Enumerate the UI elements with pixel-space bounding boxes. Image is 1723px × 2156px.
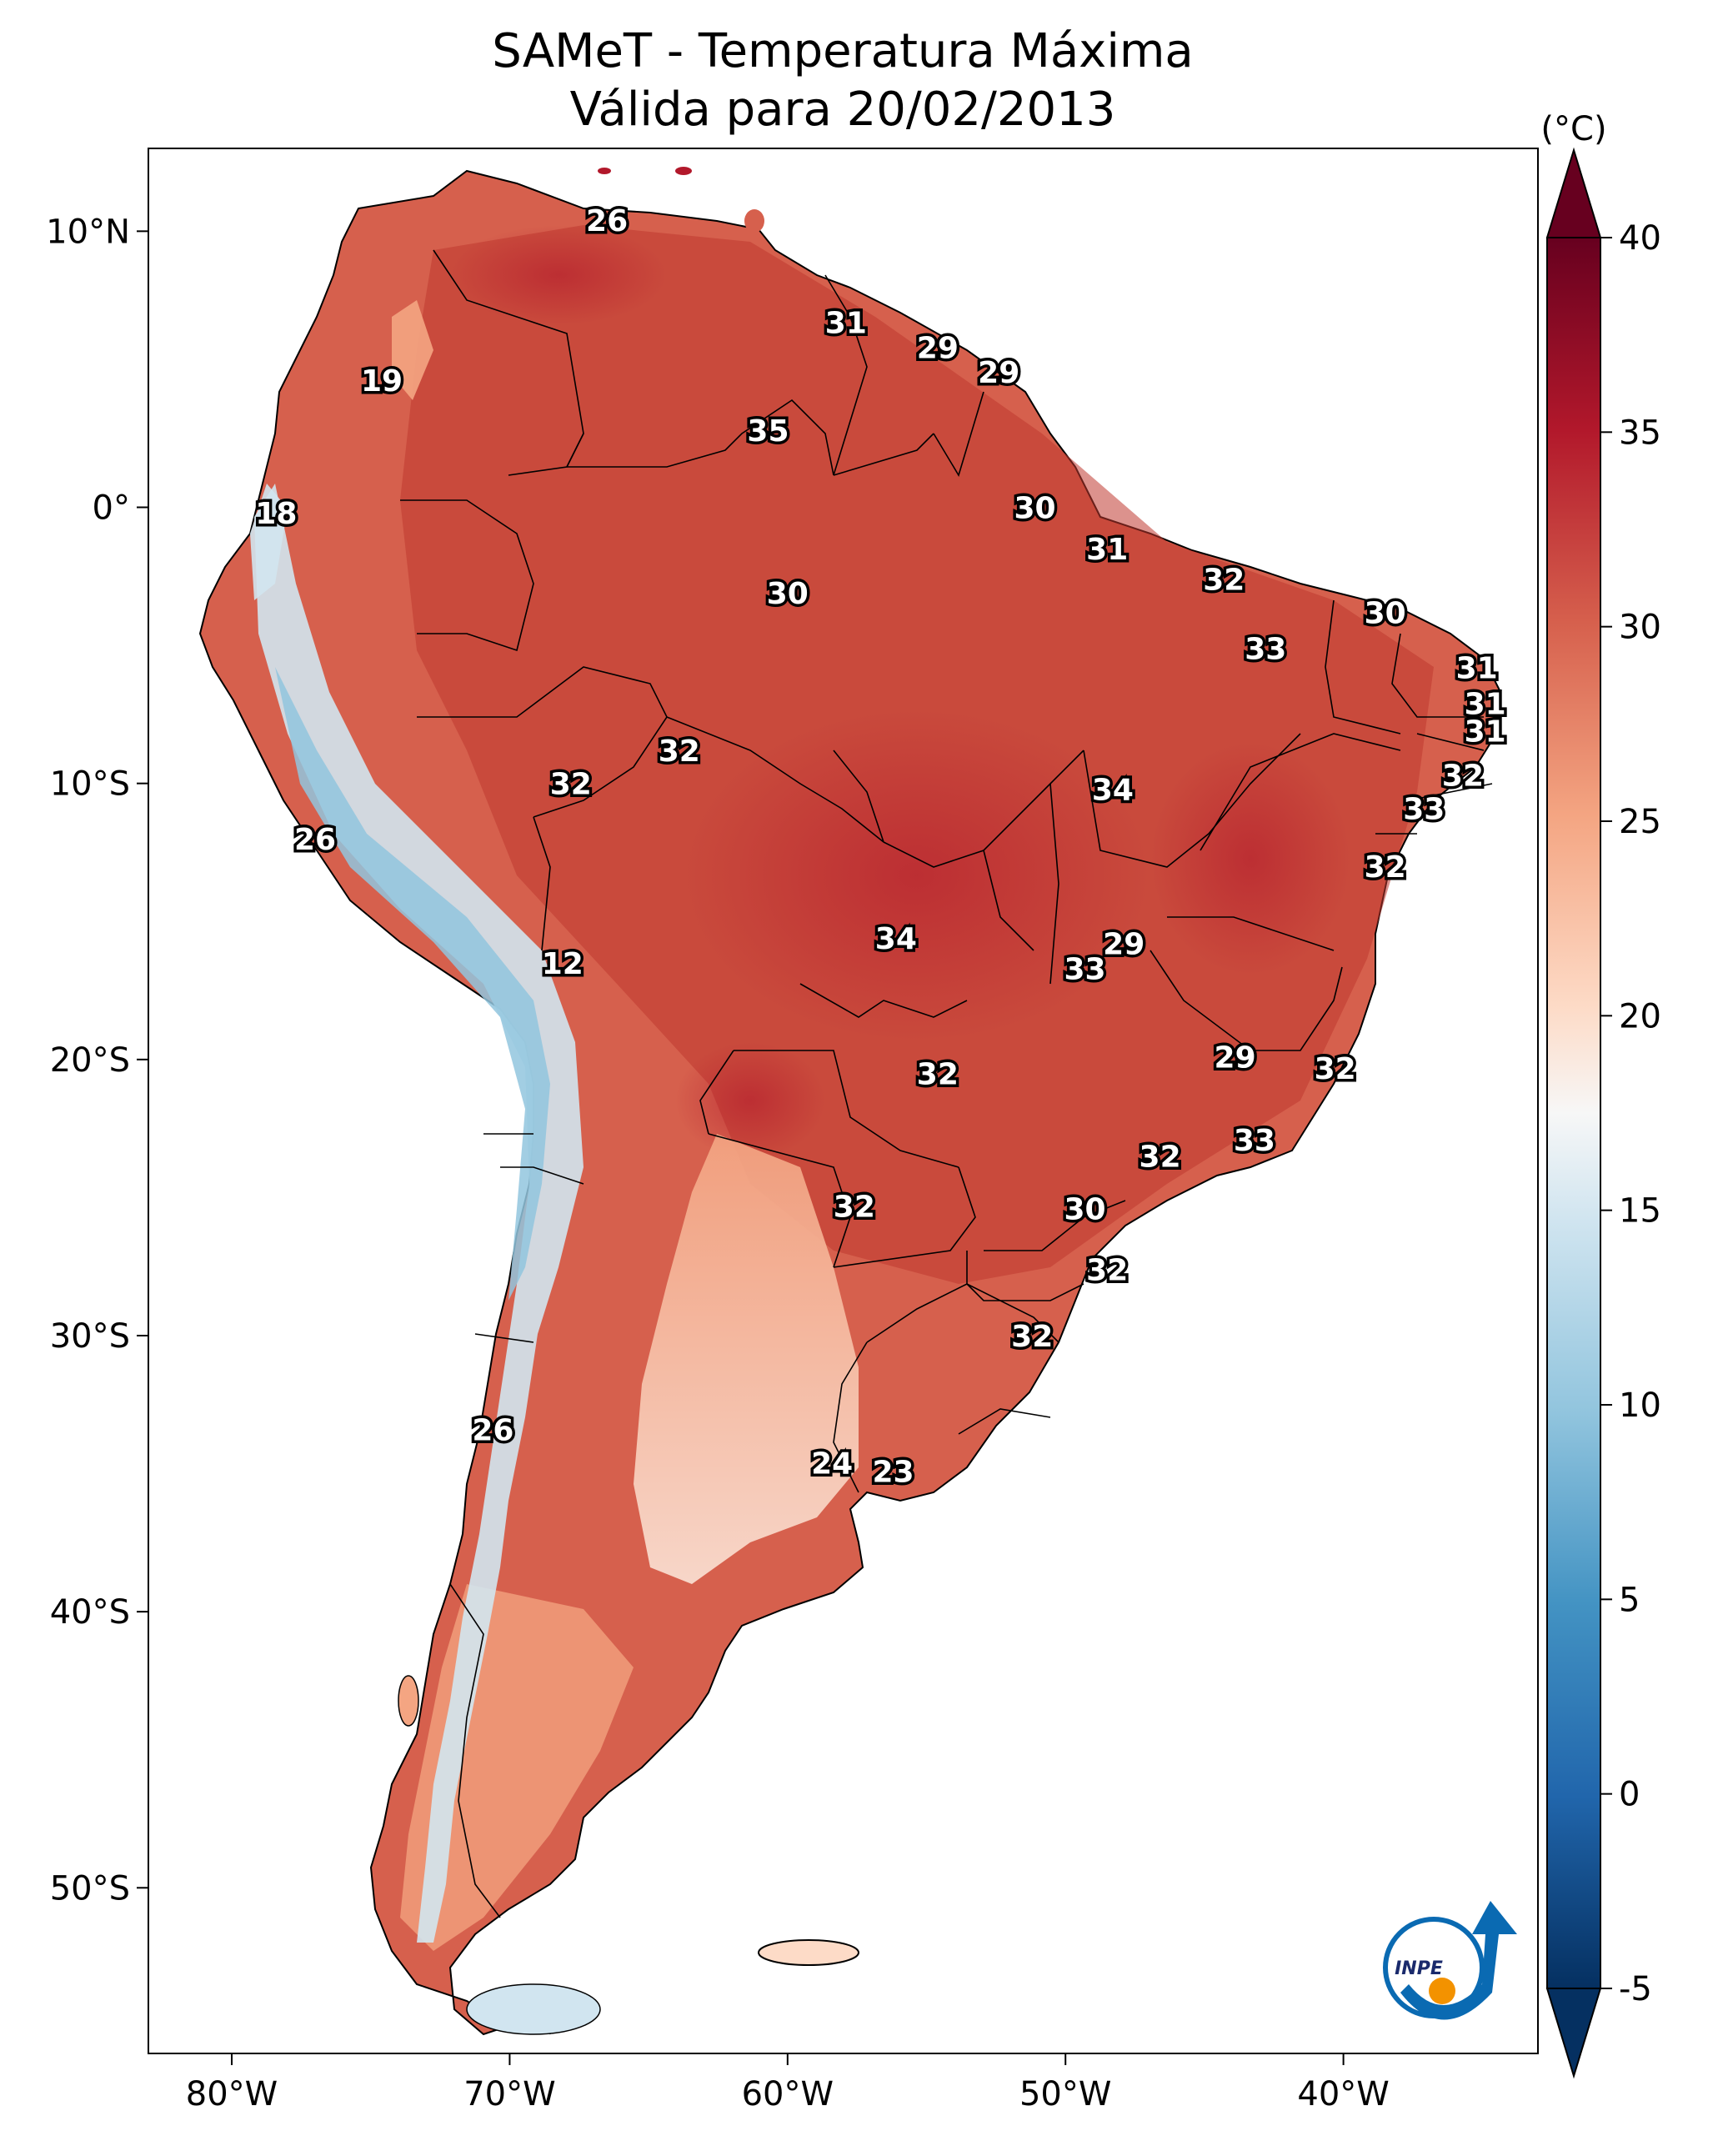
tierra-del-fuego (466, 1983, 601, 2035)
station-value-label: 35 (747, 414, 789, 449)
inpe-logo-arrow-icon (1400, 1901, 1517, 2020)
station-value-label: 23 (872, 1455, 914, 1489)
andes-north-cool (250, 484, 288, 600)
colombia-highlands (392, 300, 433, 400)
y-tick-label: 50°S (50, 1869, 130, 1908)
trinidad-island (744, 209, 764, 233)
station-value-label: 32 (1203, 564, 1245, 598)
y-tick-label: 20°S (50, 1041, 130, 1080)
x-tick-label: 80°W (186, 2075, 278, 2113)
station-value-label: 33 (1234, 1124, 1275, 1158)
station-value-label: 33 (1064, 953, 1106, 987)
x-tick-label: 60°W (742, 2075, 834, 2113)
station-value-label: 34 (1092, 773, 1134, 807)
station-value-label: 31 (825, 307, 867, 341)
colorbar-extend-max (1545, 147, 1602, 238)
station-value-label: 33 (1245, 632, 1286, 666)
station-value-label: 31 (1465, 715, 1506, 750)
station-value-label: 32 (1442, 760, 1484, 794)
x-axis: 80°W 70°W 60°W 50°W 40°W (186, 2053, 1390, 2113)
station-value-label: 24 (811, 1447, 853, 1481)
colorbar-tick-label: 15 (1619, 1192, 1661, 1231)
colorbar-tick-label: 10 (1619, 1386, 1661, 1425)
inpe-logo: INPE (1383, 1901, 1517, 2020)
station-value-label: 32 (659, 735, 700, 769)
x-tick-label: 40°W (1297, 2075, 1389, 2113)
inpe-logo-sun-icon (1429, 1978, 1455, 2004)
station-value-label: 34 (875, 922, 917, 956)
y-tick-label: 40°S (50, 1593, 130, 1632)
falkland-islands (758, 1939, 859, 1966)
y-tick-label: 0° (93, 489, 130, 528)
station-value-label: 32 (1011, 1320, 1053, 1354)
station-value-label: 26 (294, 823, 336, 857)
colorbar-tick-label: 35 (1619, 414, 1661, 452)
colorbar-tick-label: 0 (1619, 1776, 1640, 1814)
station-value-label: 30 (767, 577, 809, 611)
y-tick-label: 10°N (46, 213, 130, 251)
y-axis: 10°N 0° 10°S 20°S 30°S 40°S 50°S (46, 213, 148, 1908)
station-value-label: 26 (472, 1414, 513, 1448)
colorbar-tick-label: 30 (1619, 609, 1661, 647)
andes-cold-band (254, 484, 584, 1943)
station-value-label: 32 (917, 1057, 959, 1091)
y-tick-label: 30°S (50, 1317, 130, 1356)
station-value-label: 18 (255, 497, 297, 531)
station-value-label: 32 (1365, 850, 1406, 885)
country-borders (400, 249, 1493, 2035)
chart-title-line1: SAMeT - Temperatura Máxima (492, 24, 1194, 78)
colorbar-tick-label: 5 (1619, 1581, 1640, 1619)
station-value-label: 29 (1215, 1041, 1256, 1075)
station-value-label: 12 (542, 947, 584, 981)
map-frame (148, 148, 1539, 2054)
station-value-label: 30 (1064, 1193, 1106, 1227)
station-value-label: 31 (1465, 688, 1506, 722)
colorbar-bar (1546, 237, 1601, 1989)
station-value-label: 29 (917, 331, 959, 365)
station-value-label: 32 (834, 1190, 875, 1224)
station-value-label: 19 (361, 364, 403, 399)
station-value-label: 33 (1403, 792, 1445, 826)
station-value-label: 29 (978, 356, 1019, 390)
colorbar-unit: (°C) (1540, 110, 1606, 148)
station-value-label: 32 (1139, 1141, 1181, 1175)
andes-coldest-core (275, 667, 550, 1301)
station-value-label: 30 (1014, 492, 1055, 526)
colorbar-extend-min (1545, 1988, 1602, 2079)
inpe-logo-text: INPE (1395, 1958, 1443, 1979)
station-value-label: 30 (1365, 596, 1406, 630)
y-tick-label: 10°S (50, 765, 130, 804)
colorbar-tick-label: 40 (1619, 219, 1661, 258)
colorbar: (°C) 40 35 30 25 20 15 10 5 0 -5 (1540, 110, 1661, 2079)
chiloe-island (398, 1675, 419, 1727)
colorbar-tick-label: 25 (1619, 803, 1661, 841)
station-value-label: 32 (550, 768, 592, 802)
colorbar-tick-label: -5 (1619, 1970, 1652, 2008)
station-value-label: 26 (586, 204, 628, 238)
colorbar-ticks: 40 35 30 25 20 15 10 5 0 -5 (1600, 219, 1661, 2008)
station-value-label: 29 (1103, 928, 1144, 962)
chart-title-line2: Válida para 20/02/2013 (570, 83, 1116, 137)
station-value-label: 32 (1086, 1254, 1128, 1288)
x-tick-label: 50°W (1019, 2075, 1111, 2113)
station-value-label: 31 (1086, 533, 1128, 567)
colorbar-tick-label: 20 (1619, 997, 1661, 1035)
station-value-label: 32 (1315, 1052, 1356, 1086)
x-tick-label: 70°W (463, 2075, 555, 2113)
station-value-label: 31 (1456, 652, 1498, 686)
cool-southern-plains (634, 1134, 859, 1584)
